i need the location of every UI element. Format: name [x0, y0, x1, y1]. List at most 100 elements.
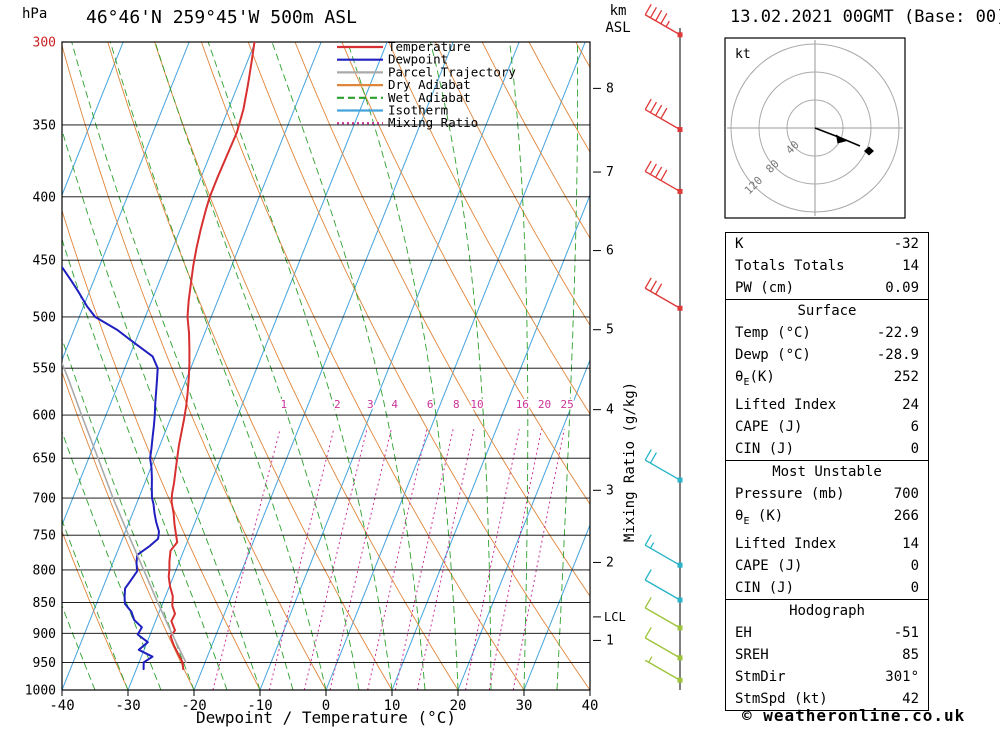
isotherm-line: [62, 42, 190, 362]
wind-barb-feather: [655, 166, 663, 178]
mixing-ratio-label: 16: [516, 398, 529, 411]
temp-tick-label: 0: [322, 698, 330, 714]
row-label: Dewp (°C): [735, 347, 811, 363]
pressure-axis-unit: hPa: [22, 6, 48, 22]
wind-barb-staff: [644, 607, 681, 629]
wind-barb: [644, 597, 683, 631]
wind-barb-feather: [649, 101, 657, 113]
legend-label: Mixing Ratio: [388, 115, 478, 130]
temp-tick-label: -40: [49, 698, 74, 714]
row-label: Lifted Index: [735, 396, 837, 413]
table-section-header: Surface: [797, 303, 857, 319]
mixing-ratio-label: 20: [538, 398, 551, 411]
table-row: θE(K) 252: [726, 366, 928, 394]
dry-adiabat-line: [294, 42, 590, 597]
temp-tick-label: 40: [582, 698, 599, 714]
wind-barb-feather: [644, 4, 652, 16]
row-value: 42: [902, 690, 919, 707]
wind-barb: [644, 627, 683, 661]
parcel-trajectory-curve: [62, 362, 187, 664]
isotherm-line: [325, 42, 586, 690]
km-tick-label: 6: [606, 244, 614, 259]
wind-barb-feather: [649, 452, 657, 464]
mixing-ratio-label: 3: [367, 398, 374, 411]
wind-barb-column: [644, 4, 683, 690]
wet-adiabat-line: [62, 337, 195, 690]
isotherm-line: [457, 358, 590, 690]
row-value: -32: [893, 236, 919, 252]
pressure-tick-label: 350: [33, 118, 56, 133]
wind-barb: [644, 449, 683, 483]
table-row: θE (K) 266: [726, 505, 928, 533]
row-label: CAPE (J): [735, 557, 803, 574]
row-value: -22.9: [876, 325, 919, 341]
pressure-tick-label: 750: [33, 529, 56, 544]
mixing-ratio-label: 10: [470, 398, 483, 411]
dry-adiabat-line: [247, 42, 590, 690]
hodograph-panel: kt 40 80 120: [724, 37, 906, 219]
temp-tick-label: -20: [181, 698, 206, 714]
isotherm-line: [193, 42, 454, 690]
pressure-tick-label: 500: [33, 310, 56, 325]
table-row: StmDir 301°: [726, 666, 928, 688]
row-label: PW (cm): [735, 280, 795, 296]
wet-adiabat-line: [429, 42, 492, 690]
legend-label: Dewpoint: [388, 52, 448, 67]
indices-table: K -32 Totals Totals 14 PW (cm) 0.09 Surface Tem…: [725, 232, 929, 711]
row-label: StmDir: [735, 668, 786, 685]
wind-barb-staff: [644, 170, 681, 193]
wind-barb-feather: [644, 277, 652, 289]
wet-adiabat-line: [154, 42, 360, 690]
row-label: K: [735, 236, 744, 252]
row-label: Lifted Index: [735, 535, 837, 552]
km-tick-label: 8: [606, 81, 614, 96]
pressure-grid-layer: [61, 41, 591, 691]
row-label: CIN (J): [735, 579, 795, 596]
run-title: 13.02.2021 00GMT (Base: 00): [730, 7, 1000, 27]
row-value: 0.09: [885, 280, 919, 296]
sounding-curves-layer: [62, 42, 256, 671]
temp-tick-label: -10: [247, 698, 272, 714]
row-value: 301°: [885, 668, 919, 685]
pressure-tick-label: 400: [33, 190, 56, 205]
table-row: K -32: [726, 233, 928, 255]
hodograph-ring-80: [758, 71, 872, 185]
row-label: StmSpd (kt): [735, 690, 828, 707]
wind-barb-feather: [655, 10, 663, 22]
row-value: 0: [910, 579, 919, 596]
table-row: StmSpd (kt) 42: [726, 688, 928, 710]
km-tick-label: 7: [606, 165, 614, 180]
table-row: SREH 85: [726, 644, 928, 666]
lcl-label: LCL: [604, 610, 626, 624]
row-label: SREH: [735, 646, 769, 663]
pressure-tick-label: 850: [33, 596, 56, 611]
table-section-header: Most Unstable: [772, 463, 882, 480]
wind-barb-feather: [644, 534, 652, 546]
pressure-tick-label: 800: [33, 563, 56, 578]
row-value: 14: [902, 535, 919, 552]
plot-border: [61, 41, 591, 691]
row-label: CAPE (J): [735, 418, 803, 435]
pressure-tick-label: 900: [33, 627, 56, 642]
table-row: PW (cm) 0.09: [726, 277, 928, 299]
wind-barb-staff: [644, 637, 681, 659]
wind-barb-staff: [644, 544, 681, 566]
mixing-ratio-label: 1: [281, 398, 288, 411]
wind-barb: [644, 277, 683, 311]
mixing-ratio-line: [329, 429, 392, 690]
pressure-tick-label: 600: [33, 409, 56, 424]
mixing-ratio-label: 6: [427, 398, 434, 411]
wind-barb-feather: [644, 160, 652, 172]
row-value: 14: [902, 258, 919, 274]
row-value: 24: [902, 396, 919, 413]
isotherm-line: [391, 193, 590, 690]
wind-barb-half-feather: [648, 656, 653, 663]
km-tick-label: 4: [606, 403, 614, 418]
hodograph-ring-120: [730, 43, 900, 213]
legend-label: Isotherm: [388, 103, 448, 118]
table-row: Dewp (°C) -28.9: [726, 344, 928, 366]
mixing-ratio-label: 8: [453, 398, 460, 411]
